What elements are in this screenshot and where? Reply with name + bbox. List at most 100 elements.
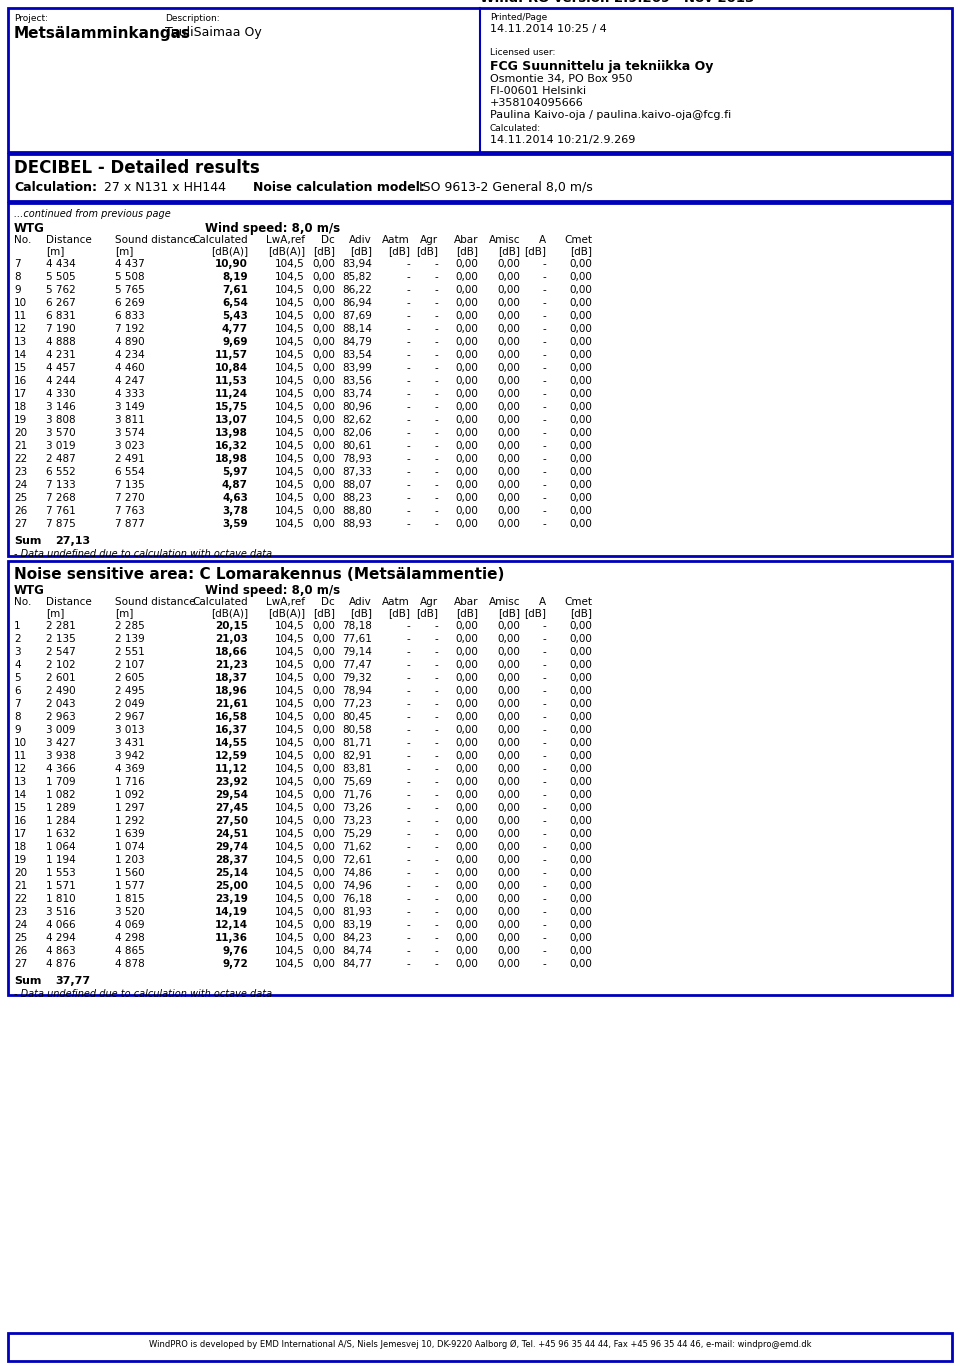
Text: 0,00: 0,00	[497, 803, 520, 813]
Text: 0,00: 0,00	[569, 389, 592, 399]
Text: 0,00: 0,00	[569, 712, 592, 723]
Text: 0,00: 0,00	[312, 634, 335, 643]
Text: 104,5: 104,5	[276, 493, 305, 503]
Bar	[8, 561, 952, 994]
Text: Amisc: Amisc	[489, 235, 520, 245]
Text: 1 292: 1 292	[115, 816, 145, 826]
Text: -: -	[406, 907, 410, 917]
Text: -: -	[434, 441, 438, 451]
Text: 0,00: 0,00	[569, 402, 592, 413]
Text: 7 268: 7 268	[46, 493, 76, 503]
Text: 0,00: 0,00	[497, 893, 520, 904]
Text: 3 520: 3 520	[115, 907, 145, 917]
Text: -: -	[434, 907, 438, 917]
Text: -: -	[434, 337, 438, 347]
Text: 4 247: 4 247	[115, 376, 145, 387]
Text: 104,5: 104,5	[276, 441, 305, 451]
Text: 0,00: 0,00	[497, 725, 520, 735]
Text: LwA,ref: LwA,ref	[266, 597, 305, 607]
Text: -: -	[542, 479, 546, 490]
Text: 0,00: 0,00	[312, 479, 335, 490]
Text: Agr: Agr	[420, 235, 438, 245]
Text: -: -	[434, 467, 438, 477]
Text: 0,00: 0,00	[312, 324, 335, 335]
Text: 3 942: 3 942	[115, 751, 145, 761]
Text: 104,5: 104,5	[276, 376, 305, 387]
Text: -: -	[542, 647, 546, 657]
Text: Printed/Page: Printed/Page	[490, 14, 547, 22]
Text: -: -	[542, 790, 546, 800]
Text: 83,19: 83,19	[342, 919, 372, 930]
Text: [dB]: [dB]	[350, 608, 372, 617]
Text: 0,00: 0,00	[569, 324, 592, 335]
Text: 0,00: 0,00	[497, 738, 520, 749]
Text: 0,00: 0,00	[569, 673, 592, 683]
Text: -: -	[406, 428, 410, 438]
Text: 7 761: 7 761	[46, 505, 76, 516]
Text: 0,00: 0,00	[455, 947, 478, 956]
Text: 16,58: 16,58	[215, 712, 248, 723]
Text: -: -	[542, 428, 546, 438]
Bar	[8, 1333, 952, 1361]
Text: Abar: Abar	[453, 597, 478, 607]
Text: 14.11.2014 10:25 / 4: 14.11.2014 10:25 / 4	[490, 25, 607, 34]
Text: 3 516: 3 516	[46, 907, 76, 917]
Text: 104,5: 104,5	[276, 622, 305, 631]
Text: -: -	[406, 298, 410, 307]
Text: [m]: [m]	[46, 608, 64, 617]
Text: 83,56: 83,56	[342, 376, 372, 387]
Text: -: -	[542, 285, 546, 295]
Text: 2 139: 2 139	[115, 634, 145, 643]
Text: -: -	[542, 505, 546, 516]
Text: -: -	[406, 493, 410, 503]
Text: 4 069: 4 069	[115, 919, 145, 930]
Text: Calculated: Calculated	[192, 597, 248, 607]
Text: -: -	[406, 389, 410, 399]
Text: 83,94: 83,94	[342, 260, 372, 269]
Text: 2 049: 2 049	[115, 699, 145, 709]
Text: 104,5: 104,5	[276, 311, 305, 321]
Text: -: -	[434, 777, 438, 787]
Text: 84,79: 84,79	[342, 337, 372, 347]
Text: -: -	[542, 673, 546, 683]
Text: 0,00: 0,00	[455, 622, 478, 631]
Text: -: -	[542, 519, 546, 529]
Text: 2 551: 2 551	[115, 647, 145, 657]
Text: 7,61: 7,61	[222, 285, 248, 295]
Text: 0,00: 0,00	[455, 855, 478, 865]
Text: -: -	[542, 337, 546, 347]
Text: 0,00: 0,00	[455, 260, 478, 269]
Text: 0,00: 0,00	[455, 712, 478, 723]
Text: -: -	[434, 841, 438, 852]
Text: 11,36: 11,36	[215, 933, 248, 943]
Text: 104,5: 104,5	[276, 738, 305, 749]
Text: 0,00: 0,00	[569, 919, 592, 930]
Text: 79,32: 79,32	[342, 673, 372, 683]
Text: -: -	[406, 519, 410, 529]
Text: LwA,ref: LwA,ref	[266, 235, 305, 245]
Text: +358104095666: +358104095666	[490, 98, 584, 108]
Text: 0,00: 0,00	[455, 402, 478, 413]
Text: 0,00: 0,00	[312, 647, 335, 657]
Text: 0,00: 0,00	[312, 493, 335, 503]
Text: 104,5: 104,5	[276, 867, 305, 878]
Text: 0,00: 0,00	[312, 311, 335, 321]
Text: 0,00: 0,00	[455, 725, 478, 735]
Text: 80,61: 80,61	[343, 441, 372, 451]
Text: -: -	[434, 699, 438, 709]
Text: 82,62: 82,62	[342, 415, 372, 425]
Text: 0,00: 0,00	[569, 725, 592, 735]
Text: -: -	[434, 324, 438, 335]
Text: 4 234: 4 234	[115, 350, 145, 361]
Text: 0,00: 0,00	[455, 660, 478, 669]
Text: 87,69: 87,69	[342, 311, 372, 321]
Text: WTG: WTG	[14, 585, 45, 597]
Text: 85,82: 85,82	[342, 272, 372, 281]
Text: 0,00: 0,00	[312, 337, 335, 347]
Text: 4 231: 4 231	[46, 350, 76, 361]
Text: Calculated:: Calculated:	[490, 124, 541, 133]
Text: Metsälamminkangas: Metsälamminkangas	[14, 26, 191, 41]
Text: 83,54: 83,54	[342, 350, 372, 361]
Text: 0,00: 0,00	[455, 428, 478, 438]
Text: 9: 9	[14, 725, 20, 735]
